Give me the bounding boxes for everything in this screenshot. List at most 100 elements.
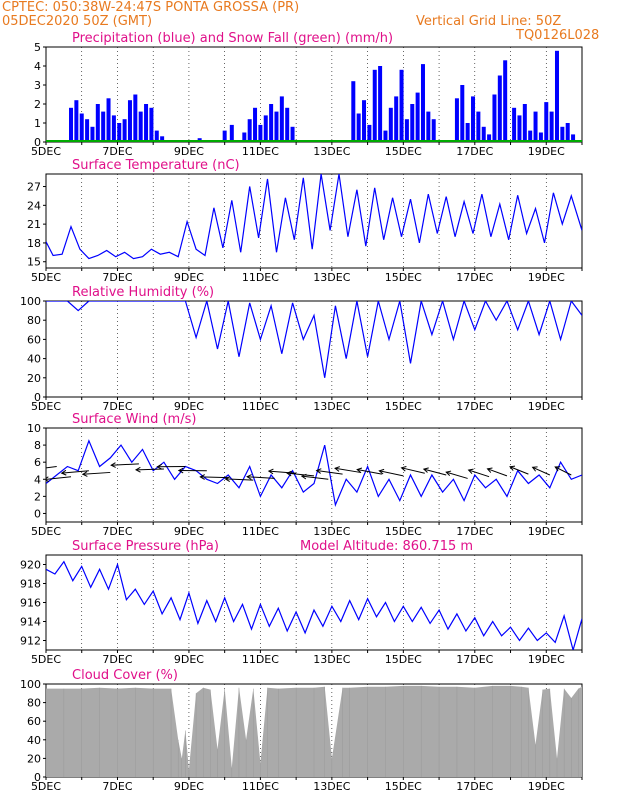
precip-bar	[431, 119, 436, 142]
temp-series-line	[46, 174, 582, 260]
precip-bar	[476, 111, 481, 142]
precip-bar	[394, 96, 399, 142]
cloud-xtick-label: 17DEC	[456, 780, 493, 793]
pres-ytick-label: 916	[20, 597, 41, 610]
precip-xtick-label: 7DEC	[102, 145, 132, 158]
precip-bar	[503, 60, 508, 142]
wind-arrow-head	[46, 476, 50, 482]
precip-bar	[565, 123, 570, 142]
precip-bar	[560, 126, 565, 142]
wind-arrow	[554, 466, 572, 476]
rh-panel: Relative Humidity (%) 0 20 40 60 80 100 5DEC 7DE…	[20, 285, 583, 413]
temp-title: Surface Temperature (nC)	[72, 158, 240, 173]
precip-bar	[383, 130, 388, 142]
temp-xtick-label: 7DEC	[102, 271, 132, 284]
precip-bar	[122, 119, 127, 142]
precip-bar	[144, 104, 149, 142]
precip-bar	[85, 119, 90, 142]
run-date: 05DEC2020 50Z (GMT)	[2, 14, 153, 29]
pres-xtick-label: 11DEC	[242, 653, 279, 666]
precip-bar	[410, 104, 415, 142]
wind-arrow-head	[334, 466, 340, 472]
wind-arrow	[136, 468, 164, 471]
precip-bar	[74, 100, 79, 142]
temp-ytick-label: 15	[27, 256, 41, 269]
pres-xtick-label: 9DEC	[174, 653, 204, 666]
wind-arrow	[301, 475, 329, 480]
rh-xtick-label: 17DEC	[456, 400, 493, 413]
rh-ytick-label: 100	[20, 295, 41, 308]
pres-xtick-label: 7DEC	[102, 653, 132, 666]
rh-xtick-label: 7DEC	[102, 400, 132, 413]
cloud-panel: Cloud Cover (%) 0 20 40 60 80 100 5DEC 7DEC 9DEC 1…	[20, 668, 583, 793]
pres-xtick-label: 15DEC	[385, 653, 422, 666]
cloud-xtick-label: 7DEC	[102, 780, 132, 793]
precip-bar	[274, 111, 279, 142]
pres-title: Surface Pressure (hPa)	[72, 539, 219, 554]
wind-arrow-head	[110, 462, 116, 468]
wind-xtick-label: 11DEC	[242, 525, 279, 538]
wind-arrow	[423, 468, 447, 476]
temp-xtick-label: 19DEC	[528, 271, 565, 284]
precip-bar	[367, 124, 372, 142]
temp-ytick-label: 24	[27, 199, 41, 212]
precip-bar	[533, 111, 538, 142]
precip-bar	[492, 94, 497, 142]
temp-xtick-label: 15DEC	[385, 271, 422, 284]
precip-bar	[460, 85, 465, 142]
cloud-ytick-label: 0	[34, 771, 41, 784]
wind-arrow	[487, 468, 508, 477]
precip-bar	[263, 115, 268, 142]
precip-bar	[79, 113, 84, 142]
cloud-xtick-label: 11DEC	[242, 780, 279, 793]
cloud-xtick-label: 15DEC	[385, 780, 422, 793]
wind-arrow-head	[81, 471, 88, 477]
precip-bar	[90, 126, 95, 142]
wind-arrow	[46, 465, 57, 469]
temp-xtick-label: 17DEC	[456, 271, 493, 284]
precip-bar	[522, 104, 527, 142]
precip-bar	[517, 115, 522, 142]
precip-xtick-label: 9DEC	[174, 145, 204, 158]
temp-ytick-label: 27	[27, 181, 41, 194]
wind-ytick-label: 10	[27, 422, 41, 435]
wind-arrow-head	[509, 465, 516, 471]
precip-bar	[544, 102, 549, 142]
wind-arrow-head	[531, 466, 538, 472]
pres-xtick-label: 19DEC	[528, 653, 565, 666]
wind-arrow-head	[422, 467, 429, 473]
wind-xtick-label: 15DEC	[385, 525, 422, 538]
pres-xtick-label: 5DEC	[31, 653, 61, 666]
precip-bar	[154, 130, 159, 142]
precip-bar	[512, 107, 517, 142]
wind-xtick-label: 9DEC	[174, 525, 204, 538]
precip-bar	[269, 104, 274, 142]
wind-arrow-head	[60, 469, 67, 476]
rh-xtick-label: 15DEC	[385, 400, 422, 413]
wind-arrow	[225, 478, 254, 481]
precip-ytick-label: 5	[34, 41, 41, 54]
precip-bar	[538, 132, 543, 142]
precip-bar	[133, 94, 138, 142]
wind-arrow-head	[246, 474, 252, 480]
precip-bar	[372, 69, 377, 142]
station-title: CPTEC: 050:38W-24:47S PONTA GROSSA (PR)	[2, 0, 300, 15]
wind-arrow	[532, 466, 551, 476]
rh-xtick-label: 9DEC	[174, 400, 204, 413]
rh-xtick-label: 13DEC	[313, 400, 350, 413]
wind-arrow-head	[554, 466, 561, 472]
precip-bar	[279, 96, 284, 142]
temp-ytick-label: 18	[27, 237, 41, 250]
wind-arrow-head	[300, 473, 307, 480]
wind-arrow-head	[224, 476, 231, 482]
wind-arrow-head	[356, 467, 363, 474]
wind-arrow	[379, 470, 404, 477]
wind-arrow	[357, 469, 382, 475]
rh-xtick-label: 5DEC	[31, 400, 61, 413]
pres-ytick-label: 914	[20, 616, 41, 629]
wind-xtick-label: 5DEC	[31, 525, 61, 538]
pres-xtick-label: 17DEC	[456, 653, 493, 666]
precip-ytick-label: 4	[34, 60, 41, 73]
precip-bar	[127, 100, 132, 142]
